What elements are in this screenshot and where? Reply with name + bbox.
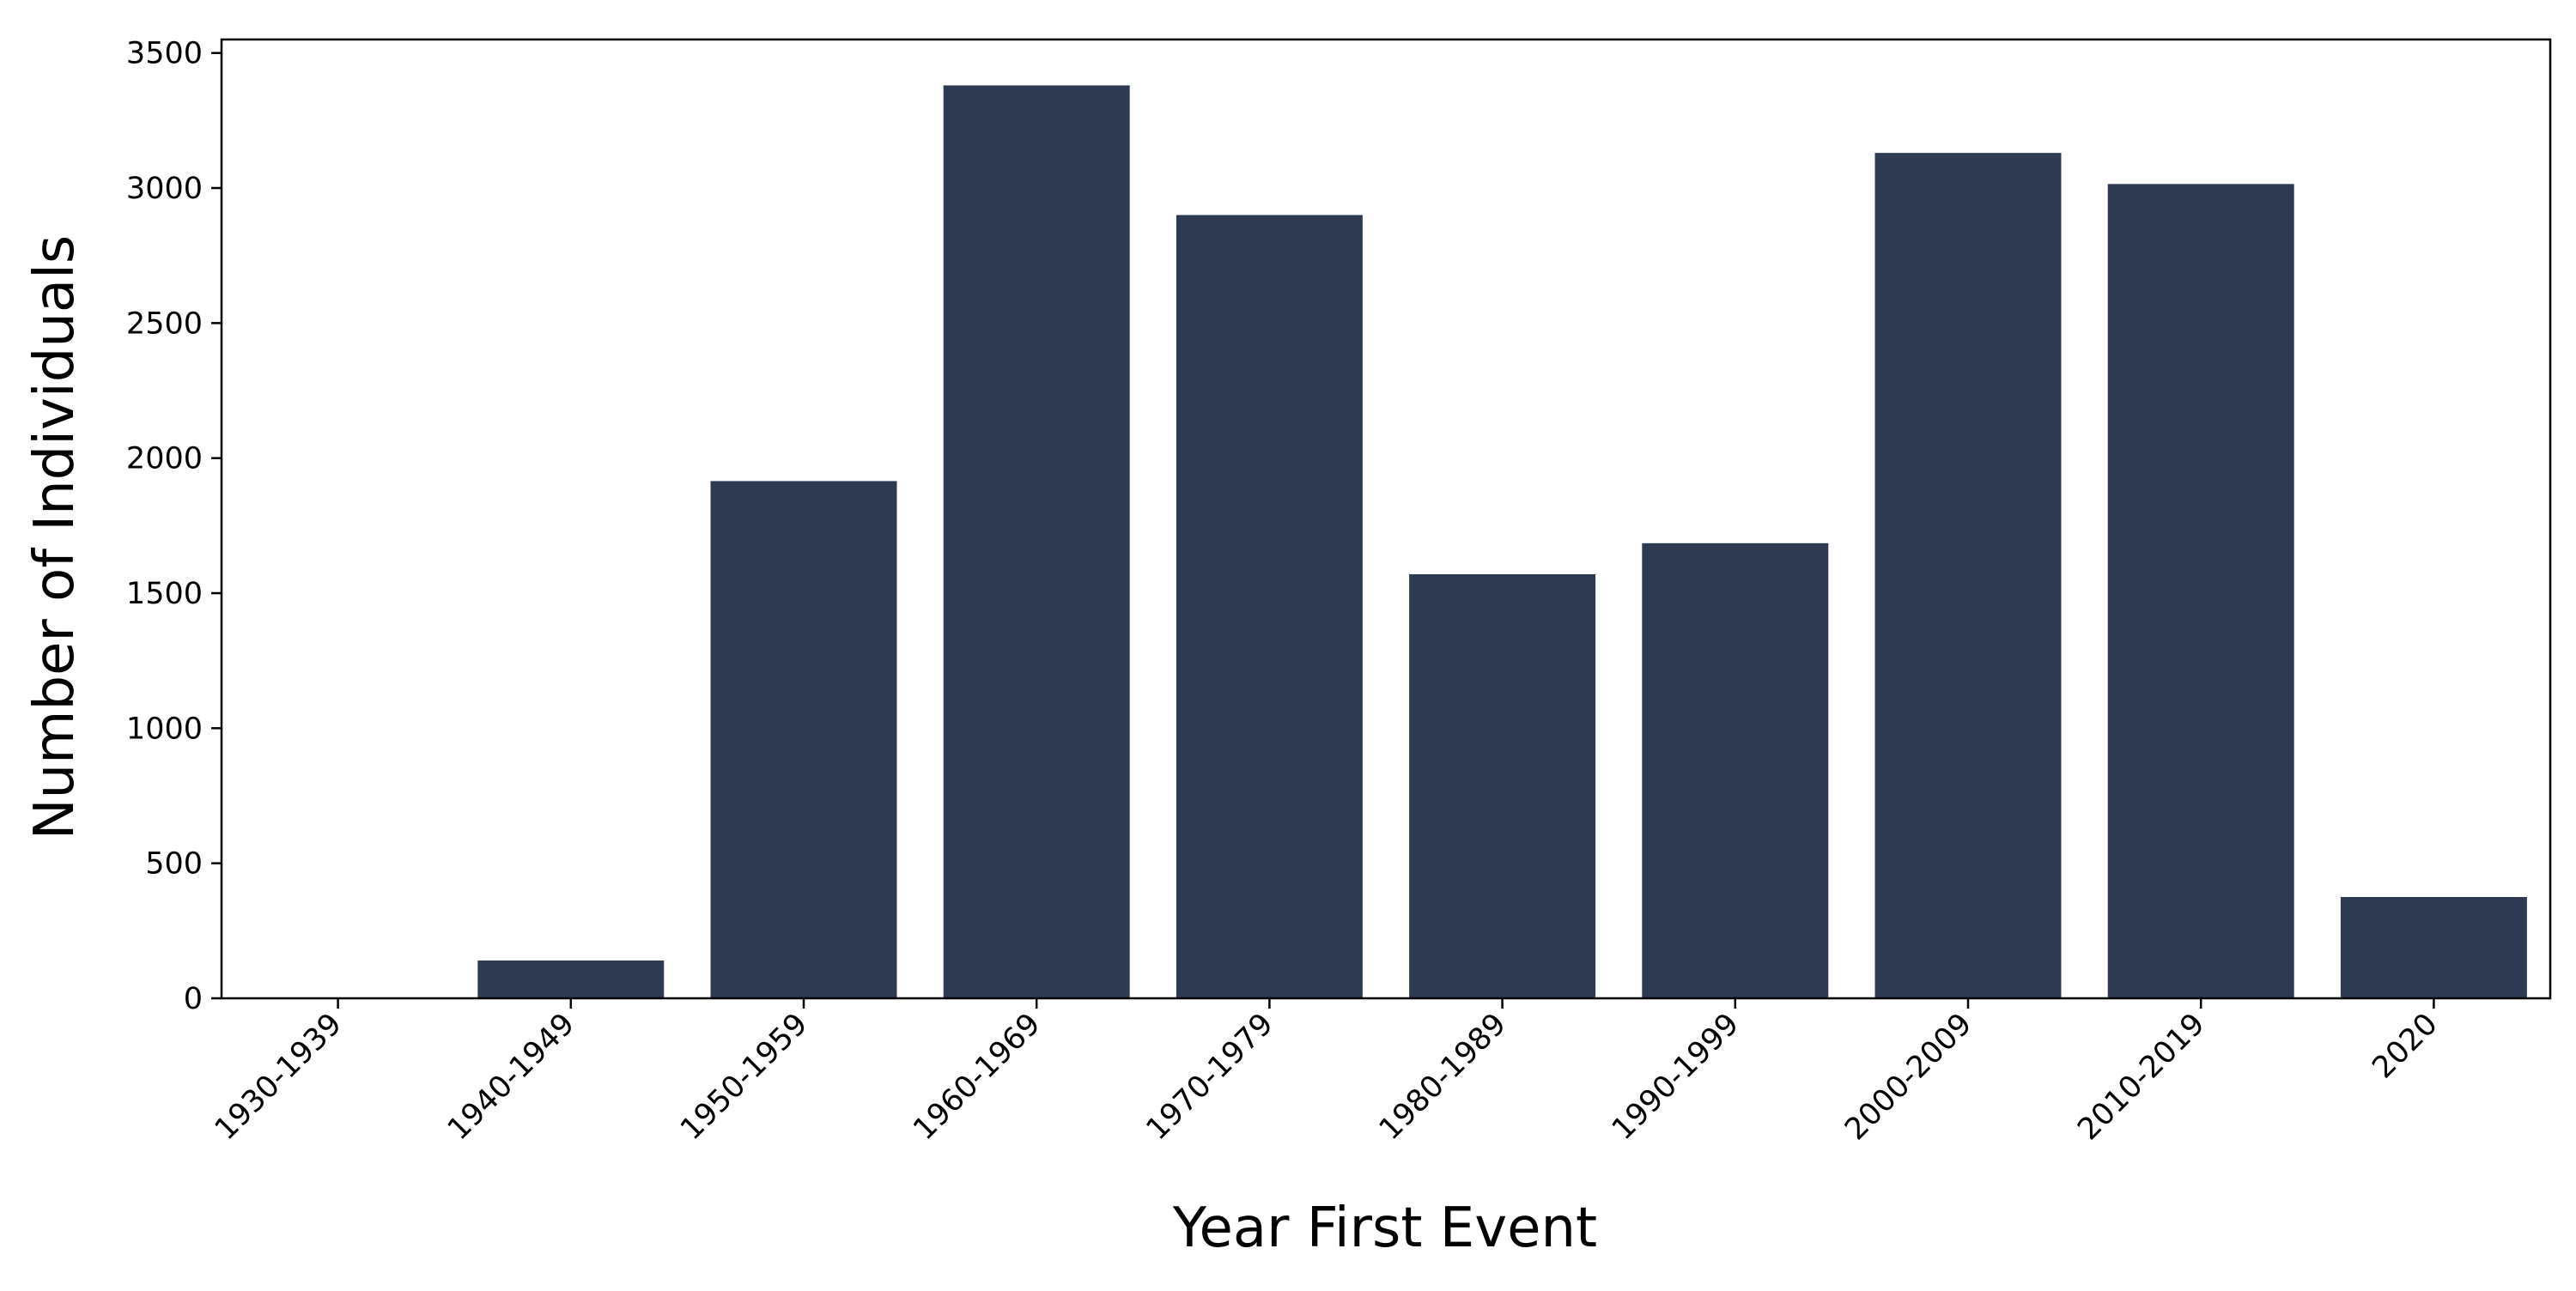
bar-1950-1959	[710, 481, 897, 998]
bar-1990-1999	[1642, 542, 1829, 998]
x-tick-label: 1930-1939	[209, 1007, 349, 1147]
y-tick-label: 500	[145, 847, 203, 882]
bar-2000-2009	[1874, 153, 2062, 999]
y-tick-label: 1000	[126, 712, 203, 746]
x-tick-label: 1980-1989	[1373, 1007, 1513, 1147]
y-tick-label: 2000	[126, 442, 203, 476]
bars-layer	[245, 85, 2527, 999]
y-axis-title: Number of Individuals	[23, 235, 87, 840]
x-tick-label: 2000-2009	[1838, 1007, 1978, 1147]
y-tick-label: 0	[184, 982, 203, 1016]
y-tick-label: 2500	[126, 306, 203, 341]
bar-1970-1979	[1176, 215, 1363, 999]
x-axis-title: Year First Event	[1172, 1197, 1597, 1260]
plot-frame	[220, 38, 2552, 1000]
bar-1940-1949	[477, 960, 665, 998]
bar-2020	[2340, 897, 2527, 998]
x-tick-label: 2020	[2366, 1007, 2444, 1085]
x-tick-label: 1940-1949	[441, 1007, 581, 1147]
axes-layer	[220, 38, 2552, 1000]
bar-2010-2019	[2107, 184, 2294, 999]
bar-1980-1989	[1409, 574, 1596, 998]
x-tick-label: 2010-2019	[2071, 1007, 2211, 1147]
y-tick-label: 3500	[126, 37, 203, 71]
y-tick-label: 1500	[126, 577, 203, 611]
x-tick-label: 1970-1979	[1140, 1007, 1280, 1147]
y-tick-label: 3000	[126, 172, 203, 206]
x-tick-label: 1990-1999	[1606, 1007, 1746, 1147]
bar-1960-1969	[943, 85, 1130, 999]
x-tick-label: 1960-1969	[907, 1007, 1047, 1147]
x-tick-label: 1950-1959	[674, 1007, 814, 1147]
